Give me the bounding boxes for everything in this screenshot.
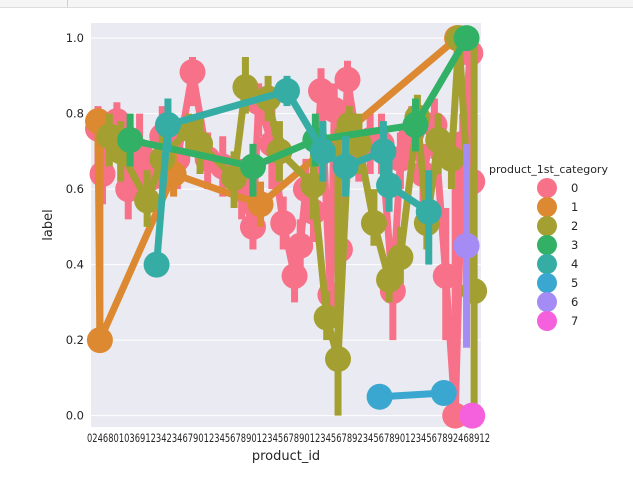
legend-label: 3	[571, 238, 578, 252]
data-point	[313, 304, 340, 331]
legend-marker	[537, 178, 557, 198]
y-axis-label: label	[41, 209, 56, 240]
data-point	[134, 187, 161, 214]
y-tick-label: 0.0	[66, 409, 84, 423]
data-point	[432, 262, 459, 289]
data-point	[143, 251, 170, 278]
data-point	[366, 383, 393, 410]
y-tick-label: 1.0	[66, 31, 84, 45]
data-point	[309, 138, 336, 165]
y-tick-labels: 0.0 0.2 0.4 0.6 0.8 1.0	[66, 31, 84, 423]
legend-label: 1	[571, 200, 578, 214]
data-point	[179, 59, 206, 86]
legend-label: 4	[571, 257, 578, 271]
y-tick-label: 0.6	[66, 182, 84, 196]
data-point	[459, 402, 486, 429]
data-point	[221, 164, 248, 191]
data-point	[425, 127, 452, 154]
data-point	[274, 77, 300, 104]
data-point	[86, 327, 113, 354]
legend-label: 0	[571, 181, 578, 195]
data-point	[376, 172, 403, 199]
y-tick-label: 0.8	[66, 107, 84, 121]
y-tick-label: 0.2	[66, 333, 84, 347]
legend-marker	[537, 216, 557, 236]
data-point	[332, 153, 359, 180]
x-axis-label: product_id	[252, 449, 320, 464]
legend-marker	[537, 235, 557, 255]
data-point	[281, 262, 308, 289]
data-point	[387, 244, 414, 271]
series-4	[143, 75, 442, 278]
notebook-cell-topbar	[0, 0, 633, 8]
data-point	[453, 25, 480, 52]
data-point	[239, 153, 266, 180]
legend-marker	[537, 311, 557, 331]
y-tick-label: 0.4	[66, 258, 84, 272]
data-point	[438, 145, 465, 172]
data-point	[270, 210, 297, 237]
data-point	[154, 111, 181, 138]
data-point	[360, 210, 387, 237]
legend-marker	[537, 197, 557, 217]
series-5	[366, 380, 457, 410]
data-point	[430, 380, 457, 407]
legend-label: 6	[571, 295, 578, 309]
data-point	[415, 198, 442, 225]
data-point	[308, 77, 335, 104]
data-point	[117, 127, 144, 154]
legend-marker	[537, 254, 557, 274]
series-7	[459, 402, 486, 429]
legend: product_1st_category 0 1 2 3 4 5 6 7	[489, 163, 608, 331]
x-tick-labels: 0246801036912342346790123456789012345678…	[87, 431, 490, 445]
data-point	[232, 74, 259, 101]
legend-title: product_1st_category	[489, 163, 608, 176]
series-6	[453, 143, 480, 348]
data-point	[287, 232, 314, 259]
data-point	[247, 191, 274, 218]
legend-label: 5	[571, 276, 578, 290]
cell-separator	[67, 0, 68, 7]
data-point	[376, 266, 403, 293]
data-point	[370, 138, 397, 165]
legend-marker	[537, 273, 557, 293]
data-point	[325, 346, 352, 373]
series-marks	[85, 25, 488, 429]
legend-label: 2	[571, 219, 578, 233]
data-point	[402, 111, 429, 138]
data-point	[334, 66, 361, 93]
data-point	[453, 232, 480, 259]
legend-label: 7	[571, 314, 578, 328]
legend-marker	[537, 292, 557, 312]
